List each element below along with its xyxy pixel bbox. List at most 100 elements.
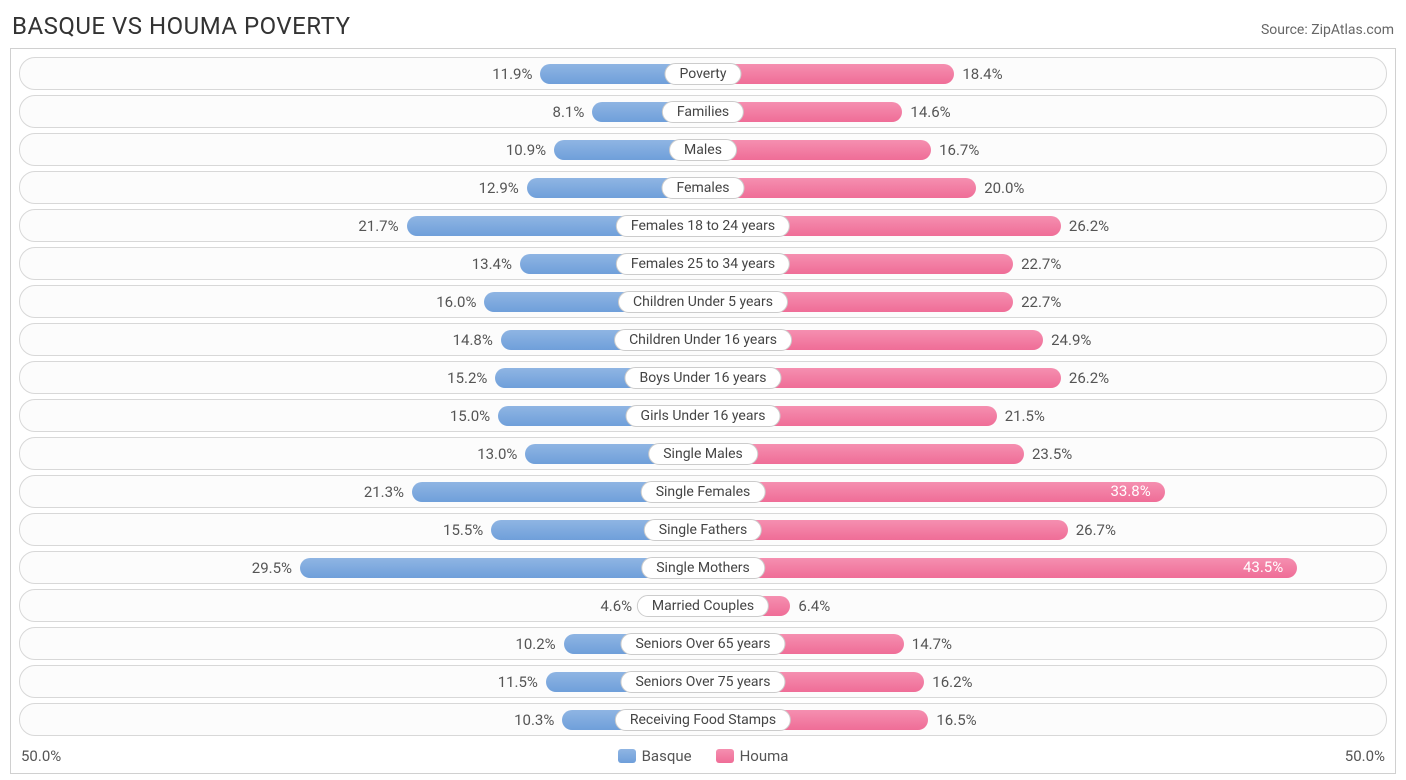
bar-half-right: 16.5%	[703, 704, 1386, 735]
category-label: Seniors Over 75 years	[620, 671, 785, 693]
value-houma: 23.5%	[1024, 445, 1080, 463]
bar-half-left: 8.1%	[20, 96, 703, 127]
bar-half-right: 16.7%	[703, 134, 1386, 165]
bar-half-left: 21.7%	[20, 210, 703, 241]
value-basque: 10.3%	[506, 711, 562, 729]
value-houma: 20.0%	[976, 179, 1032, 197]
value-houma: 18.4%	[954, 65, 1010, 83]
chart-row: 13.0%23.5%Single Males	[19, 437, 1387, 470]
chart-row: 21.7% 26.2% Females 18 to 24 years	[19, 209, 1387, 242]
value-houma: 6.4%	[790, 597, 838, 615]
bar-half-left: 15.2%	[20, 362, 703, 393]
chart-row: 12.9%20.0%Females	[19, 171, 1387, 204]
axis-max-right: 50.0%	[1345, 747, 1385, 765]
value-houma: 43.5%	[1235, 558, 1291, 576]
value-basque: 13.0%	[469, 445, 525, 463]
value-houma: 16.2%	[924, 673, 980, 691]
chart-row: 11.9%18.4%Poverty	[19, 57, 1387, 90]
category-label: Females 25 to 34 years	[616, 253, 790, 275]
chart-source: Source: ZipAtlas.com	[1261, 22, 1394, 38]
chart-footer: 50.0% Basque Houma 50.0%	[11, 741, 1395, 773]
chart-row: 21.3% 33.8% Single Females	[19, 475, 1387, 508]
value-basque: 4.6%	[592, 597, 640, 615]
value-houma: 26.7%	[1068, 521, 1124, 539]
value-houma: 14.7%	[904, 635, 960, 653]
chart-row: 13.4% 22.7% Females 25 to 34 years	[19, 247, 1387, 280]
value-basque: 21.3%	[356, 483, 412, 501]
bar-half-left: 15.5%	[20, 514, 703, 545]
category-label: Males	[669, 139, 737, 161]
value-houma: 14.6%	[902, 103, 958, 121]
category-label: Boys Under 16 years	[624, 367, 781, 389]
bar-half-left: 14.8%	[20, 324, 703, 355]
bar-half-left: 4.6%	[20, 590, 703, 621]
bar-half-left: 11.9%	[20, 58, 703, 89]
legend-label-basque: Basque	[642, 747, 692, 765]
chart-row: 14.8% 24.9% Children Under 16 years	[19, 323, 1387, 356]
bar-houma: 43.5%	[703, 558, 1297, 578]
value-houma: 21.5%	[997, 407, 1053, 425]
bar-half-left: 13.4%	[20, 248, 703, 279]
chart-row: 15.0%21.5%Girls Under 16 years	[19, 399, 1387, 432]
category-label: Children Under 16 years	[614, 329, 792, 351]
bar-houma: 33.8%	[703, 482, 1165, 502]
value-basque: 13.4%	[464, 255, 520, 273]
value-basque: 14.8%	[445, 331, 501, 349]
swatch-basque	[618, 749, 636, 763]
bar-half-right: 33.8%	[703, 476, 1386, 507]
category-label: Families	[662, 101, 744, 123]
bar-half-right: 20.0%	[703, 172, 1386, 203]
bar-half-right: 43.5%	[703, 552, 1386, 583]
bar-half-left: 15.0%	[20, 400, 703, 431]
chart-row: 16.0% 22.7% Children Under 5 years	[19, 285, 1387, 318]
chart-body: 11.9%18.4%Poverty8.1%14.6%Families10.9%1…	[10, 48, 1396, 774]
value-basque: 15.2%	[439, 369, 495, 387]
value-houma: 24.9%	[1043, 331, 1099, 349]
value-houma: 22.7%	[1013, 293, 1069, 311]
bar-half-right: 23.5%	[703, 438, 1386, 469]
legend-item-houma: Houma	[716, 747, 789, 765]
value-basque: 16.0%	[428, 293, 484, 311]
category-label: Married Couples	[637, 595, 769, 617]
bar-half-right: 24.9%	[703, 324, 1386, 355]
chart-row: 10.3% 16.5% Receiving Food Stamps	[19, 703, 1387, 736]
category-label: Single Fathers	[644, 519, 762, 541]
value-houma: 26.2%	[1061, 217, 1117, 235]
value-basque: 11.9%	[484, 65, 540, 83]
bar-half-left: 10.3%	[20, 704, 703, 735]
category-label: Receiving Food Stamps	[615, 709, 791, 731]
value-houma: 26.2%	[1061, 369, 1117, 387]
value-basque: 8.1%	[545, 103, 593, 121]
axis-max-left: 50.0%	[21, 747, 61, 765]
bar-half-right: 18.4%	[703, 58, 1386, 89]
bar-half-right: 26.7%	[703, 514, 1386, 545]
value-houma: 16.5%	[928, 711, 984, 729]
value-houma: 22.7%	[1013, 255, 1069, 273]
category-label: Single Females	[641, 481, 766, 503]
value-basque: 15.0%	[442, 407, 498, 425]
value-basque: 21.7%	[350, 217, 406, 235]
chart-row: 15.5% 26.7% Single Fathers	[19, 513, 1387, 546]
category-label: Females 18 to 24 years	[616, 215, 790, 237]
chart-header: BASQUE VS HOUMA POVERTY Source: ZipAtlas…	[10, 6, 1396, 48]
bar-half-right: 21.5%	[703, 400, 1386, 431]
value-basque: 10.2%	[507, 635, 563, 653]
bar-half-right: 14.6%	[703, 96, 1386, 127]
value-basque: 11.5%	[490, 673, 546, 691]
category-label: Seniors Over 65 years	[620, 633, 785, 655]
bar-half-left: 11.5%	[20, 666, 703, 697]
bar-half-left: 21.3%	[20, 476, 703, 507]
value-basque: 12.9%	[471, 179, 527, 197]
rows-container: 11.9%18.4%Poverty8.1%14.6%Families10.9%1…	[11, 57, 1395, 736]
bar-half-right: 6.4%	[703, 590, 1386, 621]
category-label: Single Mothers	[641, 557, 765, 579]
bar-half-left: 12.9%	[20, 172, 703, 203]
chart-row: 8.1% 14.6% Families	[19, 95, 1387, 128]
legend: Basque Houma	[618, 747, 789, 765]
bar-half-left: 29.5%	[20, 552, 703, 583]
chart-row: 10.9%16.7%Males	[19, 133, 1387, 166]
bar-half-left: 13.0%	[20, 438, 703, 469]
bar-half-right: 26.2%	[703, 362, 1386, 393]
value-houma: 33.8%	[1102, 482, 1158, 500]
category-label: Children Under 5 years	[618, 291, 788, 313]
